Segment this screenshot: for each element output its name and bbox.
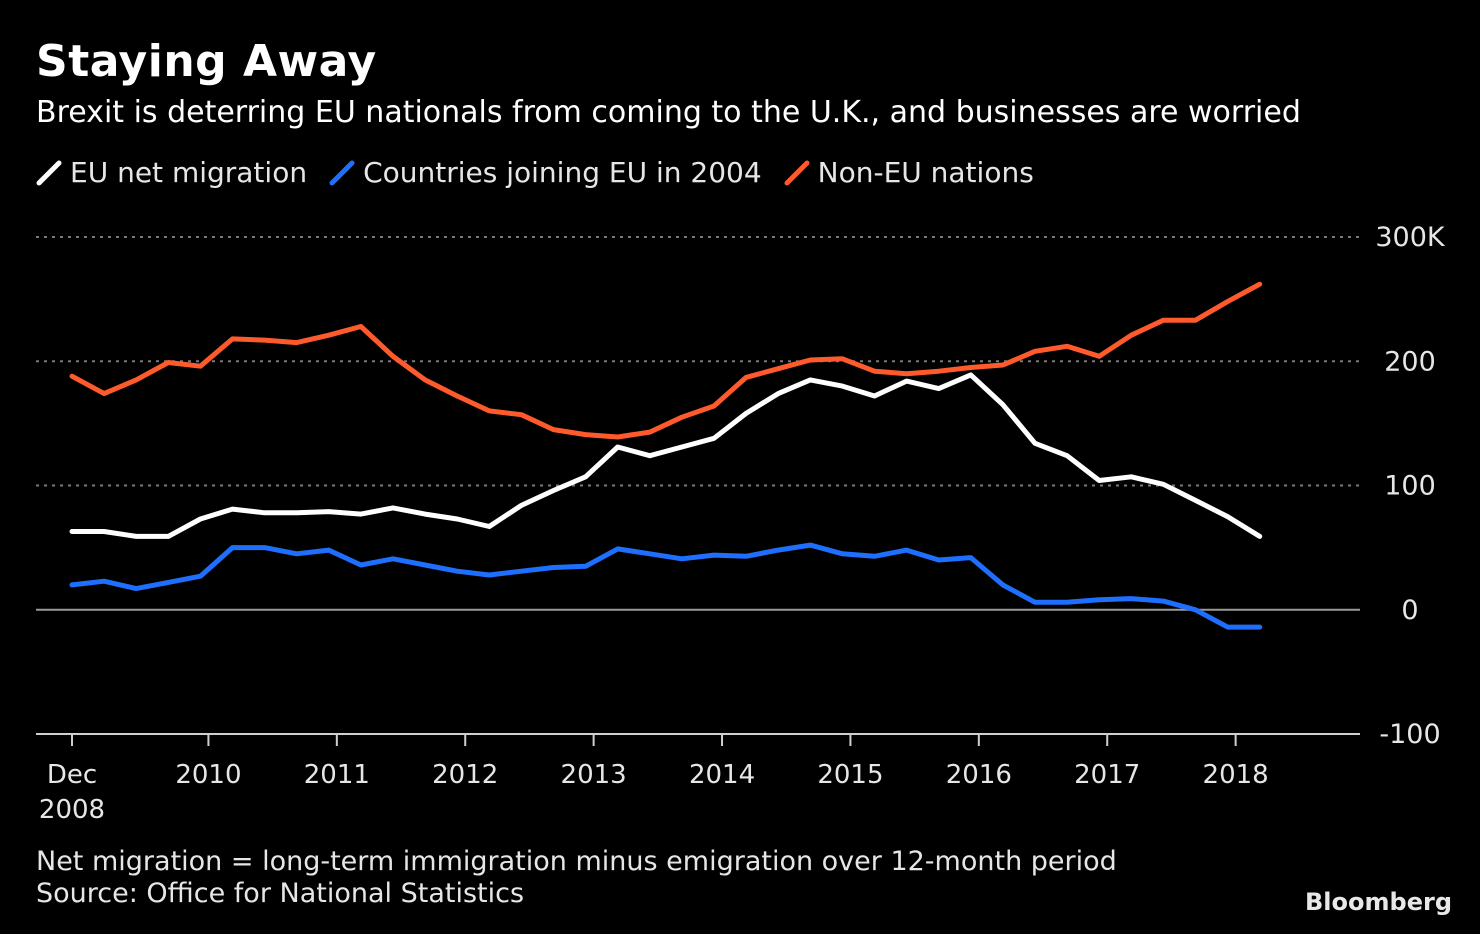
legend-label-noneu: Non-EU nations <box>817 156 1034 189</box>
x-tick-label: 2010 <box>175 760 241 790</box>
x-tick-label: 2015 <box>817 760 883 790</box>
series-line-0 <box>69 372 1263 539</box>
legend: EU net migration Countries joining EU in… <box>36 156 1034 189</box>
legend-swatch-a8-icon <box>329 160 355 185</box>
brand-logo: Bloomberg <box>1305 888 1452 916</box>
grid-layer <box>36 236 1360 611</box>
x-tick-label: 2017 <box>1074 760 1140 790</box>
x-tick-label: 2014 <box>689 760 755 790</box>
x-tick-label: 2008 <box>39 795 105 825</box>
chart-title: Staying Away <box>36 36 377 87</box>
legend-swatch-noneu-icon <box>784 160 810 185</box>
x-tick-label: Dec <box>47 760 97 790</box>
legend-label-a8: Countries joining EU in 2004 <box>363 156 762 189</box>
series-layer <box>69 281 1263 630</box>
y-tick-label: 300K <box>1375 222 1446 253</box>
series-line-2 <box>69 281 1263 440</box>
y-tick-label: -100 <box>1379 719 1440 750</box>
legend-item-noneu: Non-EU nations <box>784 156 1034 189</box>
series-line-1 <box>69 542 1263 630</box>
legend-item-a8: Countries joining EU in 2004 <box>329 156 762 189</box>
legend-item-eu: EU net migration <box>36 156 307 189</box>
x-tick-label: 2012 <box>432 760 498 790</box>
x-tick-label: 2011 <box>304 760 370 790</box>
chart-subtitle: Brexit is deterring EU nationals from co… <box>36 95 1301 130</box>
x-tick-label: 2018 <box>1203 760 1269 790</box>
x-tick-label: 2016 <box>946 760 1012 790</box>
tick-label-layer: 300K 200 100 0 -100 Dec 2008 2010 2011 2012 2013 20… <box>39 222 1446 825</box>
legend-label-eu: EU net migration <box>70 156 308 189</box>
y-tick-label: 200 <box>1384 346 1436 377</box>
y-tick-label: 0 <box>1401 595 1418 626</box>
legend-swatch-eu-icon <box>36 160 62 185</box>
source-note: Source: Office for National Statistics <box>36 878 525 909</box>
x-tick-label: 2013 <box>561 760 627 790</box>
axis-layer <box>36 733 1360 746</box>
footnote: Net migration = long-term immigration mi… <box>36 846 1117 877</box>
y-tick-label: 100 <box>1384 471 1436 502</box>
